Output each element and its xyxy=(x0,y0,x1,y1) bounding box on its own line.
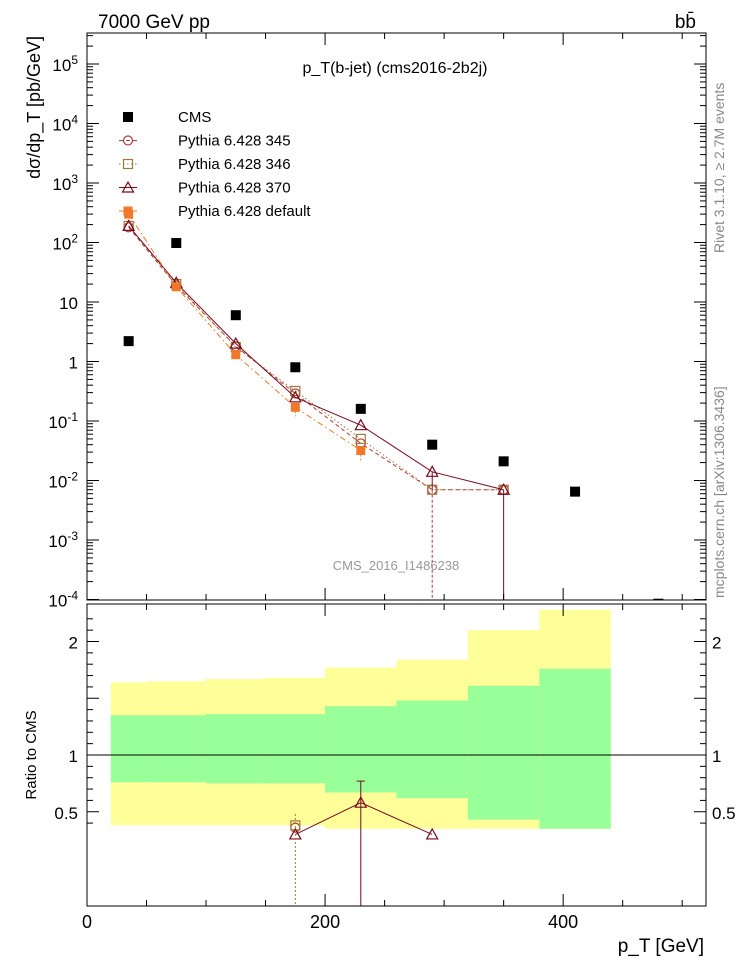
series-cms xyxy=(123,238,664,600)
ratio-y-tick-label: 0.5 xyxy=(54,804,78,823)
legend-label: CMS xyxy=(178,109,211,126)
main-ylabel: dσ/dp_T [pb/GeV] xyxy=(24,36,45,179)
site-label: mcplots.cern.ch [arXiv:1306.3436] xyxy=(711,386,727,598)
y-tick-label: 10-2 xyxy=(48,470,78,492)
x-tick-label: 400 xyxy=(548,912,578,932)
series-pythia-6-428-default xyxy=(124,209,366,455)
data-point xyxy=(231,350,241,360)
x-tick-label: 0 xyxy=(82,912,92,932)
y-tick-label: 1 xyxy=(69,354,78,373)
series-pythia-6-428-346 xyxy=(123,220,509,495)
series-line xyxy=(128,213,362,451)
green-band xyxy=(539,668,611,829)
rivet-label: Rivet 3.1.10, ≥ 2.7M events xyxy=(711,83,727,253)
series-pythia-6-428-370 xyxy=(122,219,511,495)
data-point xyxy=(355,433,366,445)
y-tick-label: 10-4 xyxy=(48,589,78,611)
ratio-ylabel: Ratio to CMS xyxy=(23,710,40,799)
data-point xyxy=(427,439,438,450)
data-point xyxy=(498,456,509,467)
y-tick-label: 103 xyxy=(52,172,78,194)
data-point xyxy=(229,336,243,349)
legend-item: Pythia 6.428 default xyxy=(119,203,311,220)
series-line xyxy=(128,226,504,491)
green-band xyxy=(467,685,540,820)
ratio-point xyxy=(425,827,439,840)
series-pythia-6-428-345 xyxy=(123,222,509,495)
series-line xyxy=(128,225,504,491)
y-tick-label: 102 xyxy=(52,232,78,254)
y-tick-label: 10-3 xyxy=(48,529,78,551)
legend: CMS Pythia 6.428 345 Pythia 6.428 346 Pythi… xyxy=(119,109,311,220)
ratio-panel: 0 200 400 0.5 0.5 1 1 2 2 Ratio to CMS p_T [GeV] xyxy=(23,603,736,957)
ratio-y-tick-label: 1 xyxy=(712,747,721,766)
data-point xyxy=(653,598,664,600)
legend-label: Pythia 6.428 370 xyxy=(178,180,291,197)
data-point xyxy=(123,336,134,347)
series-line xyxy=(128,225,504,491)
ratio-y-tick-label: 1 xyxy=(69,747,78,766)
legend-marker xyxy=(121,180,135,193)
green-band xyxy=(110,715,147,783)
legend-item: Pythia 6.428 345 xyxy=(119,133,291,150)
watermark: CMS_2016_I1486238 xyxy=(333,558,460,573)
green-band xyxy=(146,715,207,783)
legend-marker xyxy=(123,206,133,216)
legend-item: Pythia 6.428 346 xyxy=(119,156,291,173)
legend-marker xyxy=(122,158,134,170)
process-label: bb̄ xyxy=(675,12,696,33)
green-band xyxy=(265,714,326,784)
data-point xyxy=(122,219,136,232)
ratio-y-tick-label: 2 xyxy=(712,634,721,653)
data-point xyxy=(230,310,241,321)
ratio-y-tick-label: 0.5 xyxy=(712,804,736,823)
y-tick-label: 104 xyxy=(52,113,78,135)
legend-marker xyxy=(122,135,134,146)
green-band xyxy=(396,700,468,799)
energy-label: 7000 GeV pp xyxy=(98,12,210,33)
chart-title: p_T(b-jet) (cms2016-2b2j) xyxy=(303,60,488,77)
legend-marker xyxy=(123,112,133,122)
legend-label: Pythia 6.428 346 xyxy=(178,156,291,173)
legend-item: Pythia 6.428 370 xyxy=(119,180,291,197)
y-tick-label: 105 xyxy=(52,53,78,75)
x-tick-label: 200 xyxy=(310,912,340,932)
xlabel: p_T [GeV] xyxy=(618,936,704,957)
legend-label: Pythia 6.428 345 xyxy=(178,133,291,150)
data-point xyxy=(171,282,181,292)
data-point xyxy=(354,418,368,431)
data-point xyxy=(171,238,182,249)
y-tick-label: 10 xyxy=(59,294,78,313)
data-point xyxy=(290,385,301,397)
legend-item: CMS xyxy=(123,109,211,126)
green-band xyxy=(325,706,397,793)
data-point xyxy=(288,390,302,403)
main-frame xyxy=(86,32,707,601)
green-band xyxy=(206,714,266,784)
ratio-y-tick-label: 2 xyxy=(69,634,78,653)
data-point xyxy=(355,403,366,414)
data-point xyxy=(290,362,301,373)
data-point xyxy=(570,486,581,497)
legend-label: Pythia 6.428 default xyxy=(178,203,311,220)
y-tick-label: 10-1 xyxy=(48,410,78,432)
